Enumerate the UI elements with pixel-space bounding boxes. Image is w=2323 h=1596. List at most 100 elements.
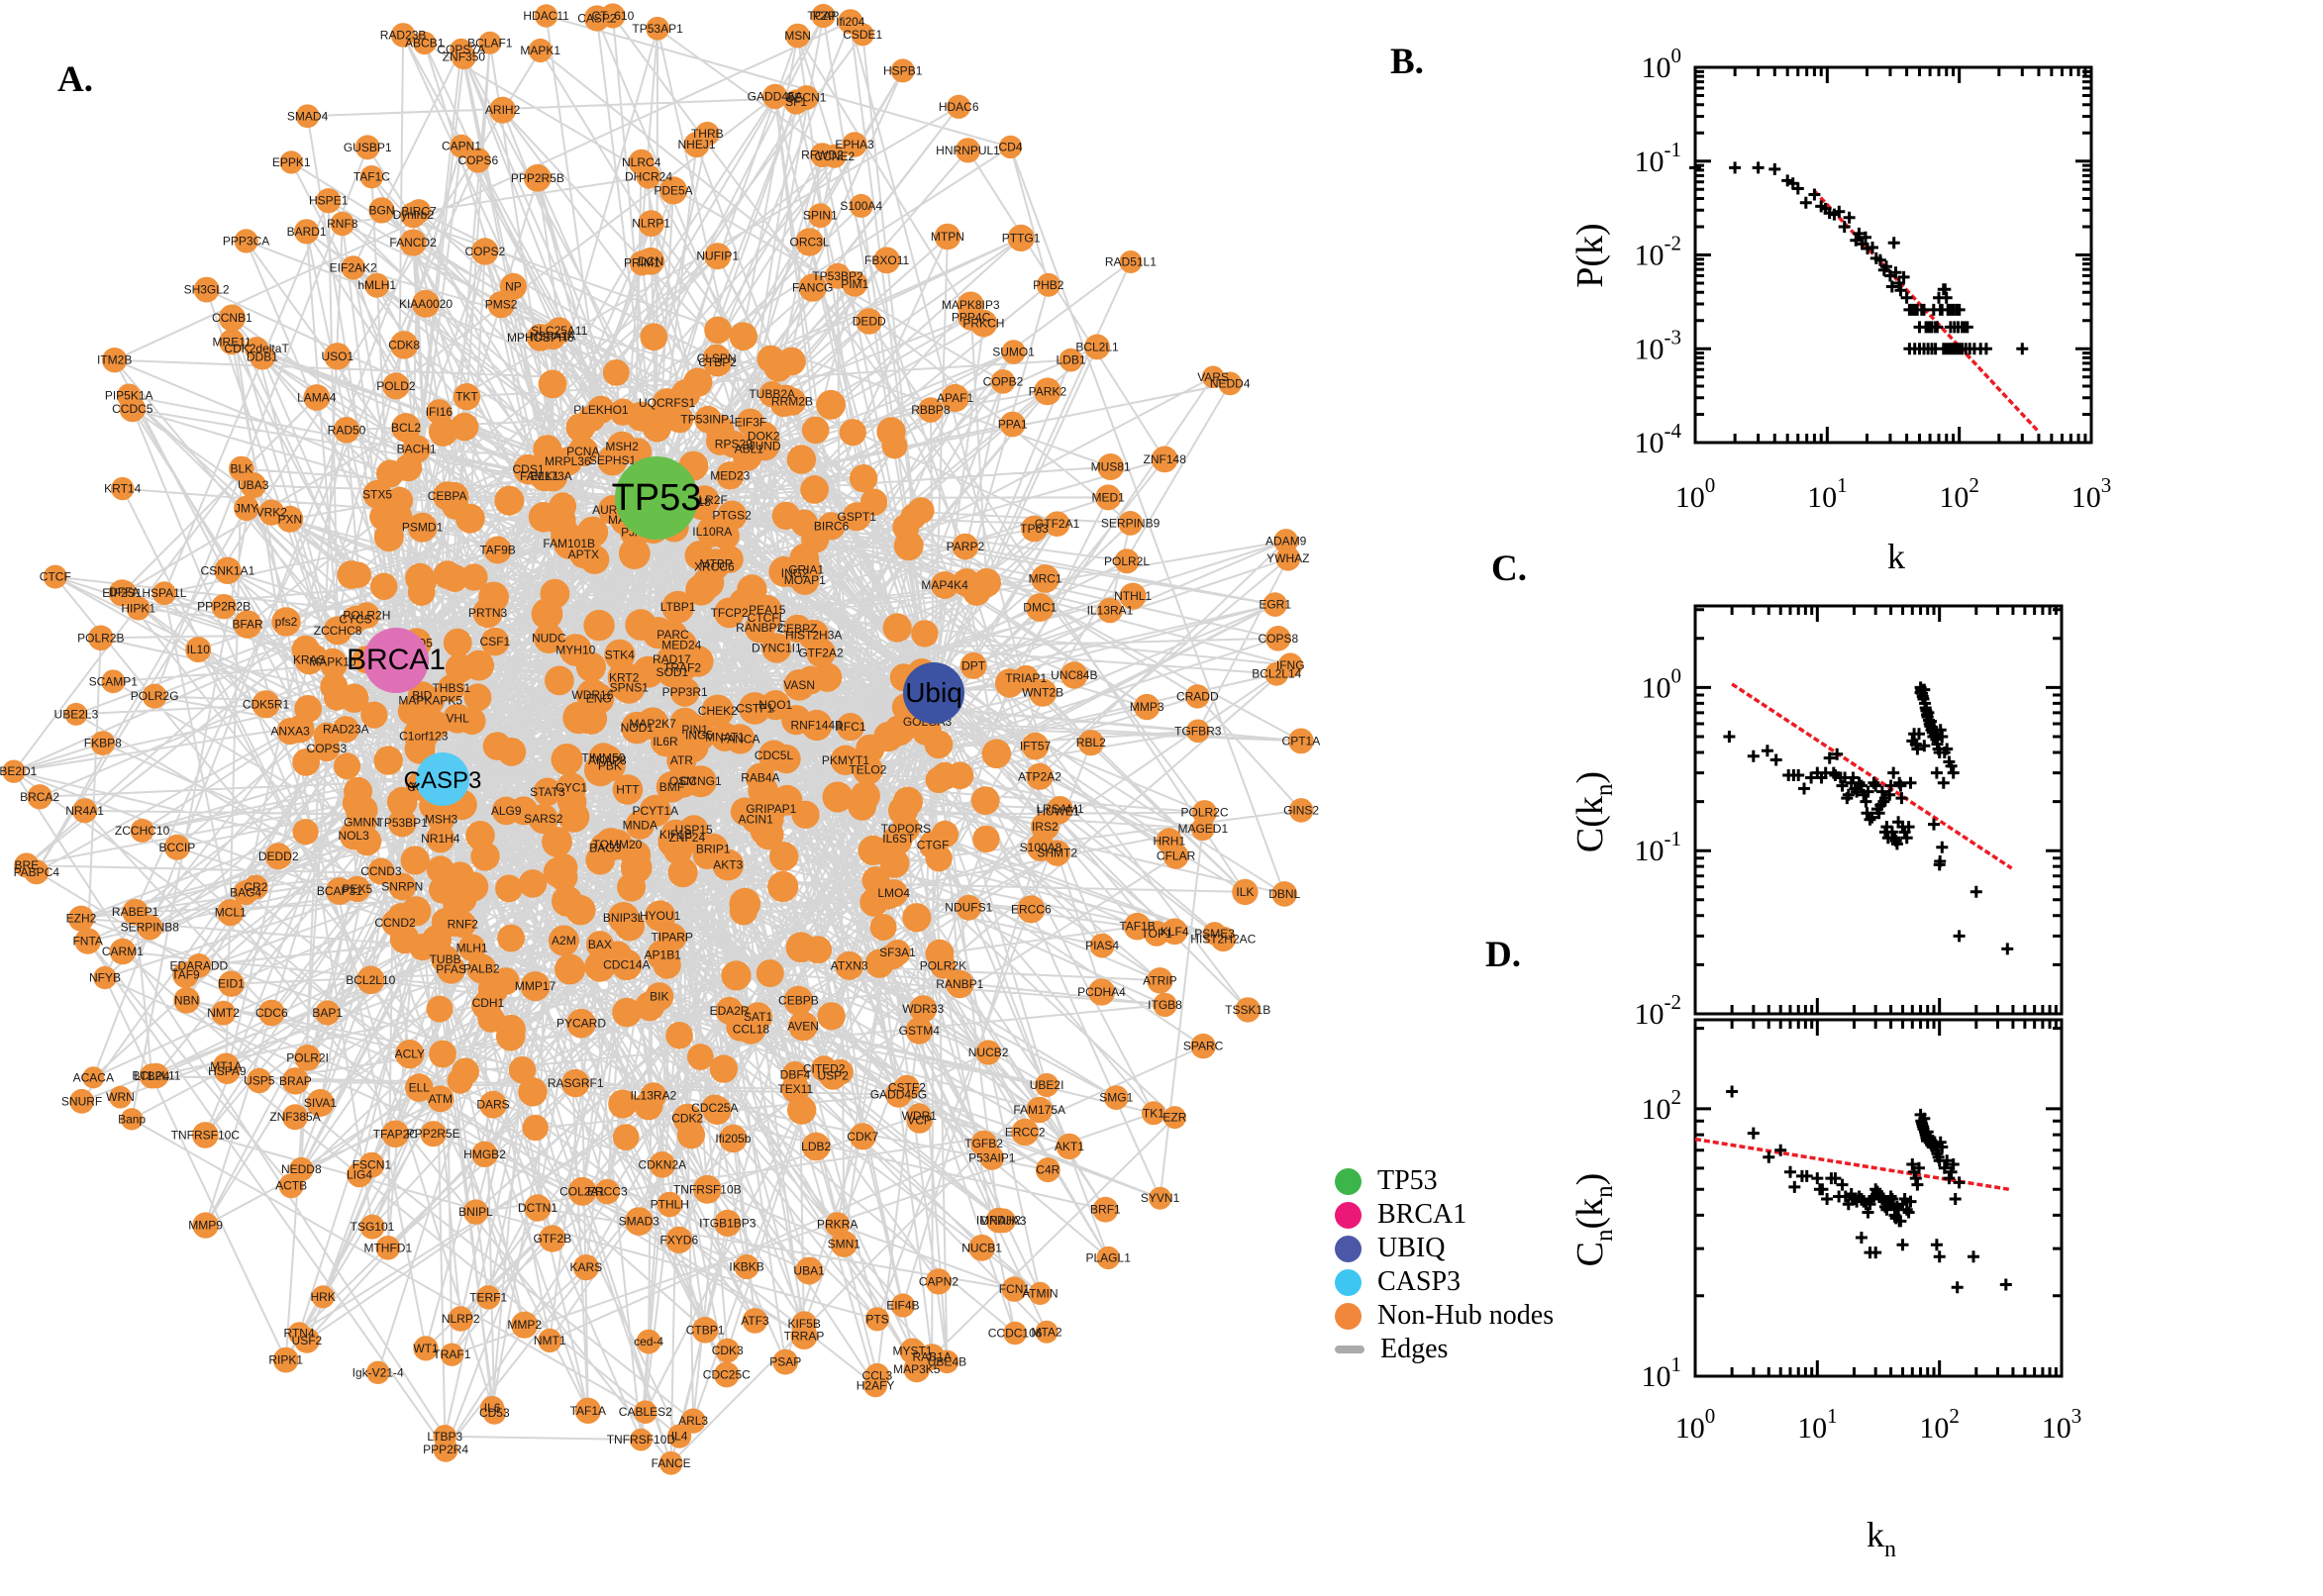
legend-label: BRCA1: [1377, 1199, 1467, 1230]
tick-label: 10-2: [1635, 232, 1682, 272]
non-hub-node: [788, 1011, 819, 1042]
node-label: RANBP1: [936, 977, 983, 991]
node-label: WT1: [413, 1342, 439, 1355]
node-label: MAGED1: [1177, 822, 1228, 836]
non-hub-node: [822, 144, 847, 168]
non-hub-node: [152, 581, 176, 606]
non-hub-node: [1186, 719, 1210, 744]
non-hub-node: [1156, 828, 1183, 854]
legend-item-tp53: TP53: [1335, 1164, 1554, 1198]
node-label: PFAS: [436, 962, 466, 976]
node-label: CEBPA: [428, 489, 467, 503]
node-label: KIAA0020: [399, 297, 453, 311]
node-label: BAX: [588, 938, 612, 951]
node-label: EDA2R: [710, 1004, 750, 1018]
node-label: C1orf123: [399, 730, 449, 744]
node-label: PIAS4: [1085, 939, 1119, 952]
node-label: USO1: [321, 349, 354, 363]
node-label: CTGF: [917, 838, 950, 851]
non-hub-node: [407, 512, 438, 543]
node-label: CHEK2: [698, 704, 738, 718]
node-label: HIST2H3A: [785, 629, 842, 643]
non-hub-node: [323, 616, 353, 646]
node-label: CCL3: [862, 1369, 893, 1383]
node-label: PEA15: [749, 603, 786, 617]
node-label: KRT2: [609, 670, 640, 684]
non-hub-node: [247, 1067, 272, 1094]
non-hub-node: [636, 1329, 661, 1354]
node-label: MT1A: [210, 1059, 242, 1073]
node-label: NDUFS1: [945, 901, 992, 915]
non-hub-node: [952, 533, 979, 560]
non-hub-node: [218, 970, 245, 997]
non-hub-node: [795, 228, 824, 256]
brca1-node-icon: [1335, 1201, 1362, 1229]
node-label: RAD51L1: [1105, 255, 1157, 269]
node-label: KIF5B: [788, 1317, 821, 1331]
node-label: TOP1: [1142, 927, 1172, 941]
axis-label: kn: [1867, 1515, 1896, 1562]
non-hub-node: [729, 322, 758, 351]
non-hub-node: [905, 1017, 934, 1045]
non-hub-node: [583, 609, 615, 642]
non-hub-node: [279, 150, 303, 174]
non-hub-node: [448, 1306, 473, 1332]
node-label: KARS: [570, 1260, 603, 1274]
non-hub-node: [405, 1073, 434, 1102]
node-label: CDC14A: [603, 958, 650, 972]
node-label: ZNF385A: [269, 1110, 320, 1124]
non-hub-node: [781, 705, 812, 736]
node-label: BAG3: [589, 842, 621, 855]
non-hub-node: [431, 908, 458, 936]
hub-label-casp3: CASP3: [404, 767, 482, 794]
non-hub-node: [548, 925, 580, 956]
tick-label: 102: [1642, 1085, 1682, 1126]
non-hub-node: [584, 950, 616, 982]
node-label: TIMM50: [581, 750, 625, 764]
node-label: IFI16: [426, 405, 454, 419]
node-label: TNFRSF10D: [607, 1433, 676, 1446]
non-hub-node: [602, 359, 630, 386]
non-hub-node: [682, 646, 714, 677]
non-hub-node: [585, 845, 615, 875]
non-hub-node: [533, 435, 562, 464]
non-hub-node: [822, 781, 854, 813]
node-label: HSPA9: [208, 1064, 247, 1078]
node-label: HMGB2: [463, 1147, 506, 1161]
non-hub-node: [1007, 224, 1035, 251]
non-hub-node: [676, 1121, 706, 1149]
non-hub-node: [43, 564, 67, 589]
non-hub-node: [614, 910, 646, 942]
node-label: NHEJ1: [677, 138, 715, 151]
node-label: ELL: [409, 1081, 431, 1095]
node-label: BRAP: [279, 1074, 312, 1088]
axis-ticks: [1693, 606, 2064, 1016]
non-hub-node: [1114, 549, 1140, 574]
node-label: C4R: [1036, 1163, 1060, 1177]
node-label: HDAC11: [523, 9, 569, 23]
non-hub-node: [407, 578, 436, 606]
non-hub-node: [479, 1090, 507, 1119]
non-hub-node: [74, 928, 101, 954]
node-label: PPP2R5E: [407, 1127, 460, 1141]
legend: TP53 BRCA1 UBIQ CASP3 Non-Hub nodes Edges: [1335, 1164, 1554, 1366]
non-hub-node: [729, 897, 758, 926]
node-label: CLSPN: [697, 351, 737, 365]
non-hub-node: [935, 1349, 960, 1374]
node-label: POLR2B: [77, 631, 124, 645]
non-hub-node: [67, 905, 95, 932]
node-label: POLR2G: [131, 689, 179, 703]
non-hub-node: [702, 1095, 732, 1125]
data-points: [1723, 681, 2014, 955]
panel-b-plot: 100 10-1 10-2 10-3 10-4 100 101 102 103 P(k) k: [1569, 44, 2111, 576]
node-label: COPS8: [1258, 632, 1298, 646]
node-label: STK4: [605, 648, 635, 661]
node-label: BGN: [368, 203, 394, 217]
non-hub-node: [634, 1091, 663, 1121]
non-hub-node: [849, 1123, 876, 1150]
axis-label: P(k): [1569, 223, 1611, 287]
node-label: WDR33: [902, 1002, 944, 1016]
non-hub-node: [612, 774, 644, 805]
node-label: EIF3F: [735, 416, 767, 430]
